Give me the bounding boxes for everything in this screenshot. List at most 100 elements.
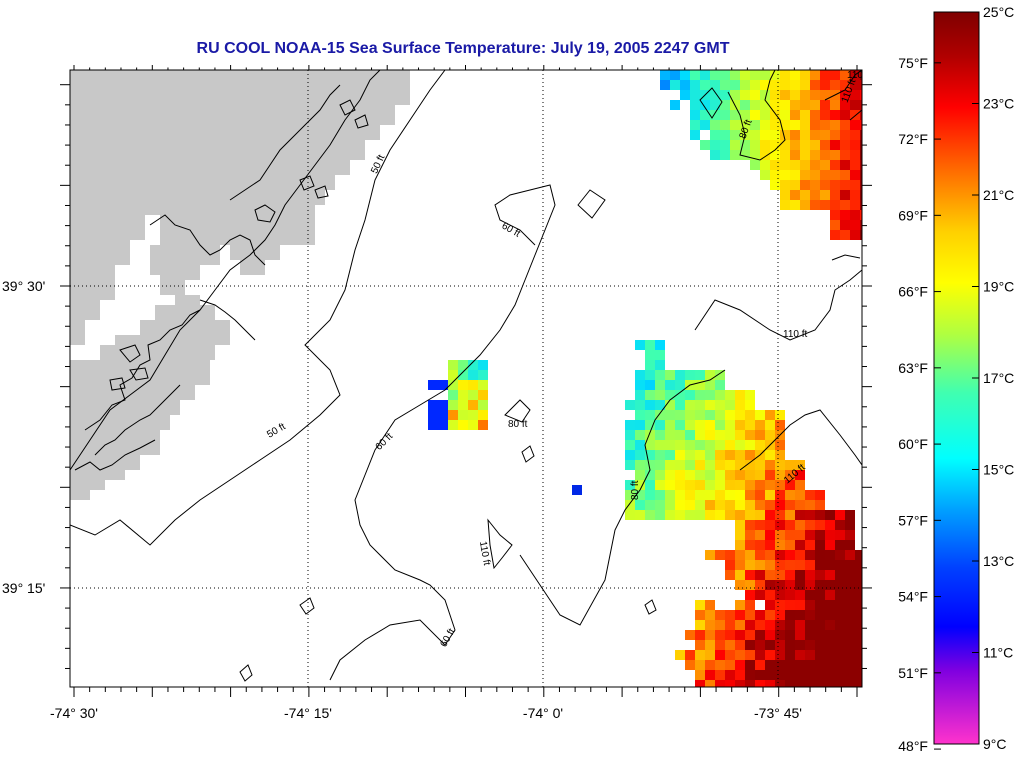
colorbar-fahrenheit-label: 75°F	[898, 55, 928, 71]
y-tick-label: 39° 15'	[2, 580, 45, 596]
sst-cell	[725, 510, 735, 520]
sst-cell	[715, 670, 725, 680]
sst-cell	[780, 160, 790, 170]
sst-cell	[775, 560, 785, 570]
sst-cell	[860, 180, 862, 190]
sst-cell	[790, 120, 800, 130]
sst-cell	[790, 150, 800, 160]
sst-cell	[675, 380, 685, 390]
sst-cell	[825, 530, 835, 540]
sst-cell	[715, 470, 725, 480]
sst-cell	[775, 590, 785, 600]
sst-cell	[725, 420, 735, 430]
sst-cell	[755, 550, 765, 560]
sst-cell	[755, 510, 765, 520]
sst-cell	[695, 600, 705, 610]
sst-cell	[735, 660, 745, 670]
sst-cell	[725, 440, 735, 450]
colorbar-fahrenheit-label: 54°F	[898, 589, 928, 605]
sst-cell	[795, 570, 805, 580]
sst-cell	[785, 520, 795, 530]
sst-cell	[715, 490, 725, 500]
sst-cell	[755, 560, 765, 570]
sst-cell	[735, 470, 745, 480]
sst-cell	[745, 410, 755, 420]
sst-cell	[705, 650, 715, 660]
sst-cell	[710, 120, 720, 130]
sst-cell	[785, 620, 795, 630]
sst-cell	[735, 520, 745, 530]
sst-cell	[855, 670, 862, 680]
sst-cell	[800, 180, 810, 190]
sst-cell	[635, 490, 645, 500]
sst-cell	[705, 410, 715, 420]
sst-cell	[665, 440, 675, 450]
sst-cell	[860, 230, 862, 240]
sst-cell	[695, 650, 705, 660]
sst-cell	[775, 620, 785, 630]
sst-cell	[800, 130, 810, 140]
sst-cell	[850, 210, 860, 220]
sst-cell	[695, 370, 705, 380]
sst-cell	[635, 440, 645, 450]
sst-cell	[720, 130, 730, 140]
sst-cell	[765, 670, 775, 680]
sst-cell	[625, 450, 635, 460]
sst-cell	[675, 430, 685, 440]
sst-cell	[675, 390, 685, 400]
sst-cell	[690, 100, 700, 110]
sst-cell	[695, 640, 705, 650]
sst-cell	[825, 580, 835, 590]
sst-cell	[770, 170, 780, 180]
sst-cell	[745, 530, 755, 540]
sst-cell	[740, 120, 750, 130]
sst-cell	[785, 470, 795, 480]
sst-cell	[770, 130, 780, 140]
colorbar-fahrenheit-label: 51°F	[898, 665, 928, 681]
sst-cell	[735, 680, 745, 687]
sst-cell	[625, 500, 635, 510]
sst-cell	[785, 560, 795, 570]
sst-cell	[685, 650, 695, 660]
sst-cell	[785, 640, 795, 650]
sst-cell	[695, 630, 705, 640]
sst-cell	[745, 680, 755, 687]
sst-cell	[795, 670, 805, 680]
sst-cell	[780, 200, 790, 210]
sst-cell	[695, 500, 705, 510]
sst-cell	[810, 80, 820, 90]
sst-cell	[805, 670, 815, 680]
sst-cell	[675, 460, 685, 470]
sst-cell	[685, 490, 695, 500]
sst-cell	[755, 680, 765, 687]
sst-cell	[705, 670, 715, 680]
sst-cell	[760, 120, 770, 130]
sst-cell	[745, 590, 755, 600]
sst-cell	[745, 600, 755, 610]
sst-cell	[725, 500, 735, 510]
sst-cell	[655, 430, 665, 440]
sst-cell	[725, 460, 735, 470]
sst-cell	[805, 510, 815, 520]
sst-cell	[680, 70, 690, 80]
sst-cell	[725, 480, 735, 490]
sst-cell	[715, 370, 725, 380]
sst-cell	[825, 590, 835, 600]
sst-cell	[760, 150, 770, 160]
x-tick-label: -74° 0'	[523, 705, 563, 721]
sst-cell	[705, 400, 715, 410]
sst-cell	[845, 520, 855, 530]
sst-cell	[735, 480, 745, 490]
sst-cell	[825, 650, 835, 660]
sst-cell	[840, 90, 850, 100]
sst-cell	[830, 140, 840, 150]
sst-cell	[845, 530, 855, 540]
sst-cell	[745, 440, 755, 450]
sst-cell	[815, 540, 825, 550]
sst-cell	[855, 630, 862, 640]
sst-cell	[705, 640, 715, 650]
sst-cell	[815, 670, 825, 680]
sst-cell	[780, 80, 790, 90]
contour-label: 110 ft	[847, 70, 871, 81]
sst-cell	[468, 420, 478, 430]
